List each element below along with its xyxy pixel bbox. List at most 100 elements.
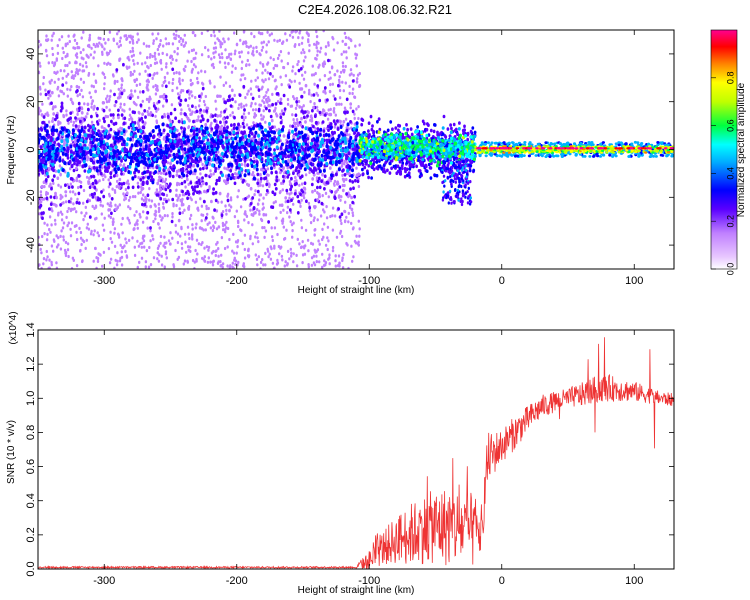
spectrogram-cell: [161, 115, 164, 119]
spectrogram-cell: [102, 250, 106, 254]
spectrogram-cell: [327, 195, 330, 199]
spectrogram-cell: [223, 40, 226, 44]
spectrogram-cell: [149, 63, 152, 68]
spectrogram-cell: [251, 142, 255, 146]
spectrogram-cell: [326, 181, 330, 185]
spectrogram-cell: [200, 114, 204, 118]
spectrogram-cell: [39, 190, 43, 194]
spectrogram-cell: [70, 164, 74, 169]
spectrogram-cell: [93, 105, 96, 109]
spectrogram-cell: [62, 146, 66, 151]
spectrogram-cell: [198, 181, 202, 186]
spectrogram-cell: [133, 152, 137, 157]
spectrogram-cell: [171, 212, 174, 216]
spectrogram-cell: [206, 106, 210, 110]
spectrogram-cell: [333, 214, 337, 218]
spectrogram-cell: [311, 189, 314, 194]
spectrogram-cell: [109, 230, 112, 234]
spectrogram-cell: [278, 203, 282, 207]
spectrogram-cell: [219, 45, 222, 49]
spectrogram-cell: [140, 245, 143, 249]
spectrogram-cell: [349, 120, 352, 124]
spectrogram-cell: [224, 228, 227, 232]
spectrogram-cell: [128, 137, 132, 142]
spectrogram-cell: [304, 173, 308, 177]
spectrogram-cell: [215, 209, 218, 213]
spectrogram-cell: [59, 185, 63, 189]
spectrogram-cell: [145, 44, 148, 48]
spectrogram-cell: [279, 75, 282, 79]
spectrogram-cell: [345, 50, 348, 54]
spectrogram-cell: [327, 43, 330, 47]
spectrogram-cell: [279, 210, 282, 214]
spectrogram-cell: [166, 132, 170, 137]
spectrogram-cell: [152, 219, 155, 224]
spectrogram-cell: [228, 84, 232, 88]
spectrogram-cell: [317, 239, 320, 243]
spectrogram-cell: [139, 51, 142, 55]
spectrogram-cell: [192, 192, 195, 196]
spectrogram-cell: [250, 101, 253, 105]
spectrogram-cell: [275, 128, 278, 132]
spectrogram-cell: [113, 81, 117, 85]
spectrogram-cell: [281, 188, 284, 192]
spectrogram-cell: [322, 108, 325, 112]
spectrogram-cell: [189, 78, 192, 82]
spectrogram-cell: [43, 221, 46, 225]
spectrogram-cell: [128, 113, 132, 117]
spectrogram-cell: [45, 54, 49, 58]
spectrogram-cell: [323, 156, 327, 161]
spectrogram-cell: [73, 178, 76, 183]
spectrogram-cell: [83, 146, 87, 151]
spectrogram-cell: [137, 244, 141, 248]
spectrogram-cell: [234, 259, 238, 263]
spectrogram-cell: [181, 197, 184, 201]
spectrogram-cell: [303, 181, 307, 185]
spectrogram-cell: [351, 227, 355, 231]
spectrogram-cell: [124, 168, 127, 173]
spectrogram-cell: [52, 249, 55, 253]
spectrogram-cell: [353, 194, 356, 199]
spectrogram-cell: [134, 143, 138, 148]
spectrogram-cell: [280, 83, 283, 87]
spectrogram-cell: [169, 231, 172, 235]
spectrogram-cell: [198, 226, 202, 230]
spectrogram-cell: [328, 70, 332, 74]
spectrogram-cell: [322, 235, 325, 239]
spectrogram-cell: [147, 112, 151, 117]
spectrogram-cell: [138, 118, 142, 122]
spectrogram-cell: [130, 92, 133, 96]
spectrogram-cell: [275, 262, 279, 266]
spectrogram-cell: [191, 223, 194, 227]
spectrogram-cell: [125, 37, 128, 42]
spectrogram-cell: [146, 64, 149, 69]
spectrogram-cell: [171, 42, 175, 46]
spectrogram-cell: [300, 218, 303, 222]
spectrogram-cell: [93, 50, 96, 54]
spectrogram-cell: [61, 46, 64, 50]
spectrogram-cell: [297, 99, 301, 104]
spectrogram-cell: [312, 254, 316, 258]
spectrogram-cell: [42, 75, 45, 80]
spectrogram-cell: [179, 98, 183, 103]
spectrogram-cell: [76, 197, 79, 201]
spectrogram-cell: [226, 198, 230, 203]
spectrogram-cell: [129, 96, 132, 100]
spectrogram-cell: [353, 131, 356, 135]
spectrogram-cell: [103, 75, 107, 80]
spectrogram-cell: [66, 87, 69, 91]
spectrogram-cell: [154, 210, 158, 214]
spectrogram-cell: [200, 69, 203, 73]
spectrogram-cell: [103, 47, 106, 51]
spectrogram-cell: [201, 117, 205, 122]
spectrogram-cell: [68, 61, 71, 65]
spectrogram-cell: [164, 84, 168, 89]
spectrogram-cell: [146, 169, 150, 174]
spectrogram-cell: [306, 114, 309, 118]
spectrogram-cell: [186, 196, 190, 201]
spectrogram-cell: [66, 183, 69, 187]
spectrogram-cell: [82, 129, 86, 134]
spectrogram-cell: [178, 77, 181, 81]
spectrogram-cell: [354, 56, 358, 60]
spectrogram-cell: [288, 78, 291, 82]
